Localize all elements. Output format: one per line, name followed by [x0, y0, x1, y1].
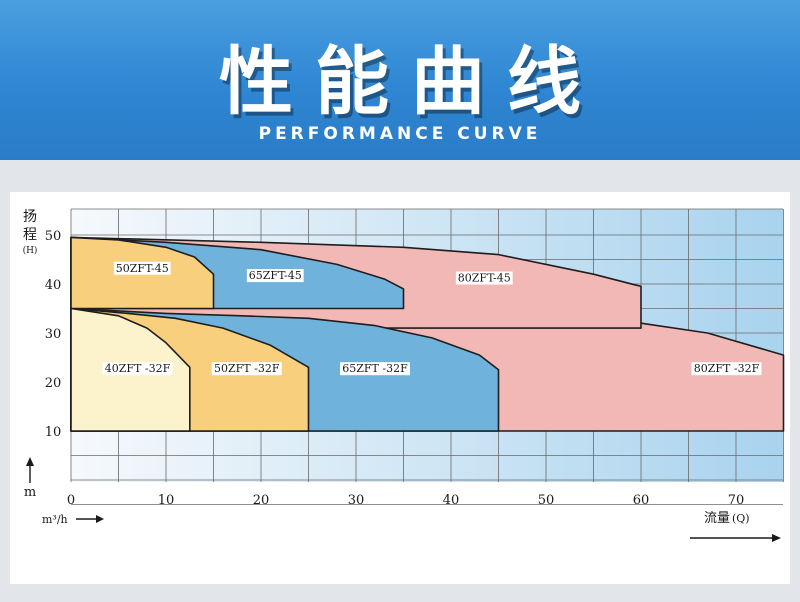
- x-tick-label: 40: [443, 493, 460, 508]
- y-tick-label: 30: [45, 327, 62, 342]
- x-tick-label: 50: [538, 493, 555, 508]
- x-tick-label: 60: [633, 493, 650, 508]
- x-axis-arrow-head: [772, 534, 781, 542]
- performance-chart: 80ZFT -32F 80ZFT-45 65ZFT -32F 65ZFT-45 50ZF…: [0, 160, 800, 598]
- series-label-3: 65ZFT-45: [249, 269, 302, 282]
- series-label-2: 65ZFT -32F: [342, 362, 408, 375]
- page-title: 性能曲线: [219, 39, 603, 125]
- y-axis-label-char: 扬: [23, 209, 37, 225]
- series-label-bg-6: [102, 362, 173, 376]
- x-tick-label: 30: [348, 493, 365, 508]
- page-subtitle: PERFORMANCE CURVE: [258, 124, 542, 144]
- y-tick-label: 20: [45, 376, 62, 391]
- y-unit-label: m: [24, 485, 36, 500]
- series-label-bg-2: [340, 362, 410, 376]
- performance-chart-svg: 80ZFT -32F 80ZFT-45 65ZFT -32F 65ZFT-45 50ZF…: [10, 192, 790, 584]
- series-label-5: 50ZFT-45: [116, 262, 169, 275]
- x-axis-label-suffix: (Q): [732, 512, 750, 525]
- series-label-bg-0: [691, 362, 762, 376]
- x-tick-label: 10: [158, 493, 175, 508]
- x-tick-label: 20: [253, 493, 270, 508]
- y-unit-arrow-head: [26, 457, 34, 466]
- x-axis-label: 流量: [704, 511, 730, 526]
- y-tick-label: 40: [45, 278, 62, 293]
- series-labels: 80ZFT -32F 80ZFT-45 65ZFT -32F 65ZFT-45 50ZF…: [102, 261, 762, 376]
- series-label-bg-4: [211, 362, 282, 376]
- axes: 10 20 30 40 50 0 10 20 30 40 50 60 70 扬程 (H) m m³/h 流量 (Q): [23, 209, 781, 542]
- series-label-1: 80ZFT-45: [458, 272, 511, 285]
- series-label-6: 40ZFT -32F: [105, 362, 171, 375]
- series-label-bg-1: [455, 271, 513, 285]
- header-banner: 性能曲线 PERFORMANCE CURVE: [0, 0, 800, 160]
- series-label-4: 50ZFT -32F: [214, 362, 280, 375]
- y-axis-label-char: 程: [23, 227, 37, 243]
- series-label-bg-5: [113, 261, 171, 275]
- y-tick-label: 50: [45, 229, 62, 244]
- series-label-0: 80ZFT -32F: [694, 362, 760, 375]
- y-tick-label: 10: [45, 425, 62, 440]
- x-unit-arrow-head: [96, 515, 104, 523]
- y-axis-label-unit: (H): [23, 245, 38, 256]
- x-unit-label: m³/h: [42, 513, 68, 526]
- x-tick-label: 0: [67, 493, 75, 508]
- x-tick-label: 70: [728, 493, 745, 508]
- series-label-bg-3: [246, 269, 304, 283]
- series-areas: [70, 236, 785, 432]
